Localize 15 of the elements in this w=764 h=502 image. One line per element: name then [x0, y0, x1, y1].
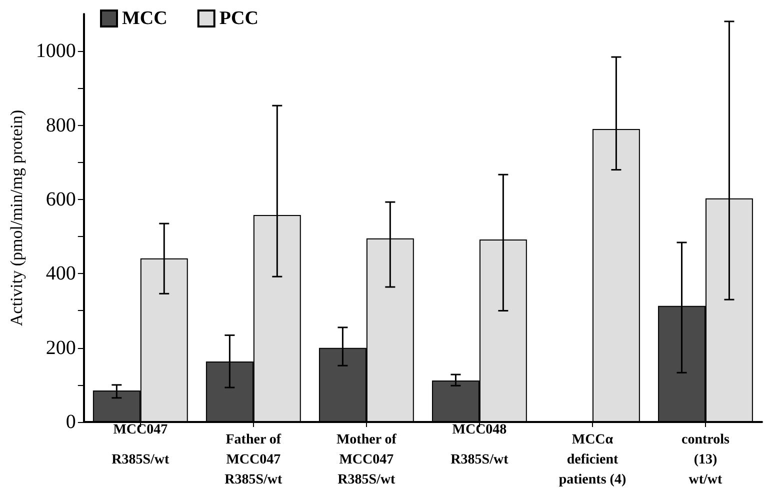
y-tick-label: 800 — [46, 114, 76, 136]
y-tick-label: 600 — [46, 188, 76, 210]
legend-label: PCC — [219, 8, 258, 29]
legend-label: MCC — [122, 8, 168, 29]
x-tick-label: controls (13) wt/wt — [682, 432, 730, 488]
y-axis-title: Activity (pmol/min/mg protein) — [7, 110, 26, 326]
x-tick-label: MCCα deficient patients (4) — [558, 432, 626, 488]
y-tick-label: 200 — [46, 336, 76, 359]
y-tick-label: 0 — [66, 411, 76, 433]
y-tick-label: 400 — [46, 262, 76, 285]
x-tick-label: Mother of MCC047 R385S/wt — [336, 432, 397, 488]
y-tick-label: 1000 — [36, 40, 76, 62]
x-tick-label: MCC048 R385S/wt — [450, 422, 509, 468]
x-tick-label: MCC047 R385S/wt — [112, 422, 170, 468]
x-tick-label: Father of MCC047 R385S/wt — [224, 432, 283, 488]
